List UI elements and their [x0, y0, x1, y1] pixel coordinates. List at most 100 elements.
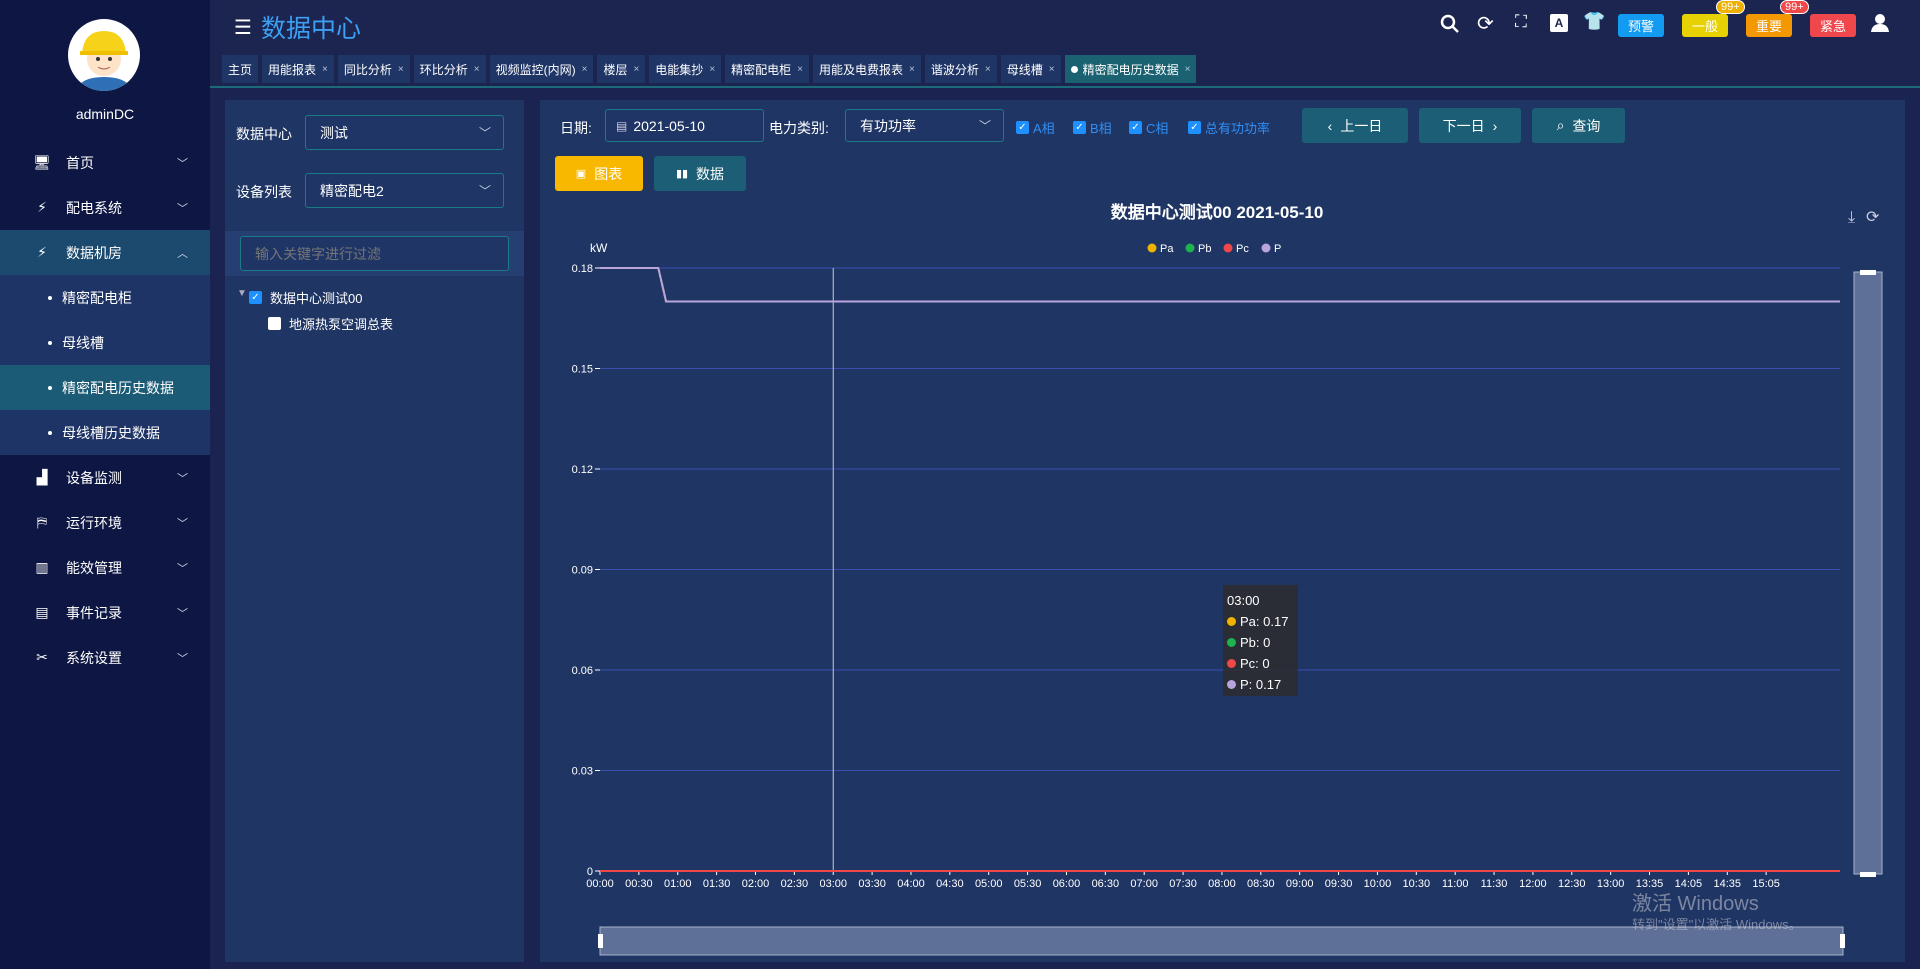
- checkbox-label: 总有功功率: [1205, 121, 1271, 136]
- checkbox-phase-c[interactable]: ✓ C相: [1129, 118, 1168, 137]
- sidebar-item[interactable]: ▤ 事件记录 ﹀: [0, 590, 210, 635]
- close-icon[interactable]: ×: [1048, 63, 1055, 75]
- x-tick-label: 01:00: [664, 878, 692, 890]
- close-icon[interactable]: ×: [633, 63, 640, 75]
- sidebar-subitem[interactable]: 精密配电柜: [0, 275, 210, 320]
- sidebar-item-label: 系统设置: [66, 649, 122, 666]
- x-tick-label: 07:30: [1169, 878, 1197, 890]
- tab[interactable]: 主页: [222, 55, 259, 83]
- prev-day-button[interactable]: ‹ 上一日: [1302, 108, 1408, 143]
- urgent-alarm-button[interactable]: 紧急: [1810, 14, 1856, 37]
- x-tick-label: 09:30: [1325, 878, 1353, 890]
- sidebar-item[interactable]: ⚡ 配电系统 ﹀: [0, 185, 210, 230]
- button-label: 数据: [696, 165, 725, 182]
- slider-handle[interactable]: [1860, 270, 1876, 275]
- tab[interactable]: 用能报表 ×: [262, 55, 334, 83]
- slider-handle[interactable]: [1860, 872, 1876, 877]
- y-axis-unit: kW: [590, 241, 608, 255]
- power-type-value: 有功功率: [860, 117, 916, 134]
- sidebar-item[interactable]: ⚡ 数据机房 ︿: [0, 230, 210, 275]
- sidebar-item[interactable]: ▟ 设备监测 ﹀: [0, 455, 210, 500]
- tree-expand-icon[interactable]: ▼: [237, 288, 247, 299]
- avatar[interactable]: [68, 19, 140, 91]
- horizontal-zoom-slider[interactable]: [599, 926, 1844, 956]
- close-icon[interactable]: ×: [473, 63, 480, 75]
- sidebar-subitem[interactable]: 母线槽: [0, 320, 210, 365]
- device-select[interactable]: 精密配电2 ﹀: [305, 173, 504, 208]
- menu-toggle-icon[interactable]: ☰: [234, 17, 252, 39]
- x-tick-label: 14:35: [1714, 878, 1742, 890]
- data-view-button[interactable]: ▮▮ 数据: [654, 156, 746, 191]
- vertical-zoom-slider[interactable]: [1853, 271, 1883, 875]
- tab-label: 谐波分析: [930, 62, 979, 77]
- button-label: 查询: [1572, 117, 1601, 134]
- tools-icon: ✂: [36, 649, 48, 665]
- theme-shirt-icon[interactable]: 👕: [1583, 11, 1606, 31]
- power-type-select[interactable]: 有功功率 ﹀: [845, 109, 1004, 142]
- checkbox-phase-b[interactable]: ✓ B相: [1073, 118, 1112, 137]
- translate-icon[interactable]: A: [1550, 14, 1568, 32]
- series-dot-icon: [1227, 638, 1236, 647]
- sidebar-item[interactable]: 🖥 首页 ﹀: [0, 140, 210, 185]
- tab[interactable]: 用能及电费报表 ×: [813, 55, 921, 83]
- sidebar-item[interactable]: ▥ 能效管理 ﹀: [0, 545, 210, 590]
- power-type-label: 电力类别:: [769, 120, 829, 136]
- chart-view-button[interactable]: ▣ 图表: [555, 156, 643, 191]
- close-icon[interactable]: ×: [1184, 63, 1191, 75]
- date-picker[interactable]: ▤ 2021-05-10: [605, 109, 764, 142]
- tooltip-time: 03:00: [1227, 593, 1260, 608]
- refresh-icon[interactable]: ⟳: [1477, 13, 1494, 35]
- tab[interactable]: 母线槽 ×: [1000, 55, 1061, 83]
- tab[interactable]: 精密配电柜 ×: [725, 55, 810, 83]
- tab-label: 同比分析: [343, 62, 392, 77]
- tooltip-value: Pb: 0: [1240, 635, 1271, 650]
- chart-title: 数据中心测试00 2021-05-10: [1111, 202, 1324, 222]
- legend-label: Pc: [1236, 243, 1249, 255]
- watermark-line1: 激活 Windows: [1632, 893, 1759, 915]
- close-icon[interactable]: ×: [709, 63, 716, 75]
- x-tick-label: 00:00: [586, 878, 614, 890]
- tree-node[interactable]: ✓ 数据中心测试00: [249, 288, 362, 307]
- slider-handle[interactable]: [598, 934, 603, 948]
- sidebar-item[interactable]: ✂ 系统设置 ﹀: [0, 635, 210, 680]
- important-alarm-button[interactable]: 重要: [1746, 14, 1792, 37]
- checkbox-unchecked-icon[interactable]: [268, 317, 281, 330]
- tab[interactable]: 楼层 ×: [597, 55, 646, 83]
- tab[interactable]: 同比分析 ×: [337, 55, 410, 83]
- tab[interactable]: 电能集抄 ×: [649, 55, 722, 83]
- datacenter-select[interactable]: 测试 ﹀: [305, 115, 504, 150]
- fullscreen-icon[interactable]: ⛶: [1515, 12, 1527, 31]
- sidebar-item-label: 首页: [66, 154, 94, 171]
- tab[interactable]: 精密配电历史数据 ×: [1064, 55, 1197, 83]
- tab-label: 用能及电费报表: [819, 62, 904, 77]
- x-tick-label: 06:30: [1092, 878, 1120, 890]
- checkbox-phase-a[interactable]: ✓ A相: [1016, 118, 1055, 137]
- checkbox-checked-icon[interactable]: ✓: [249, 291, 262, 304]
- power-icon: ⚡: [37, 199, 47, 215]
- close-icon[interactable]: ×: [581, 63, 588, 75]
- x-tick-label: 06:00: [1053, 878, 1081, 890]
- tab[interactable]: 环比分析 ×: [413, 55, 486, 83]
- close-icon[interactable]: ×: [322, 63, 328, 75]
- close-icon[interactable]: ×: [797, 63, 804, 75]
- normal-alarm-button[interactable]: 一般: [1682, 14, 1728, 37]
- sidebar-subitem[interactable]: 母线槽历史数据: [0, 410, 210, 455]
- slider-handle[interactable]: [1840, 934, 1845, 948]
- sidebar-subitem[interactable]: 精密配电历史数据: [0, 365, 210, 410]
- checkbox-total[interactable]: ✓ 总有功功率: [1188, 118, 1270, 137]
- warning-button[interactable]: 预警: [1618, 14, 1664, 37]
- close-icon[interactable]: ×: [397, 63, 404, 75]
- close-icon[interactable]: ×: [909, 63, 915, 75]
- tree-node[interactable]: 地源热泵空调总表: [268, 314, 393, 333]
- close-icon[interactable]: ×: [984, 63, 991, 75]
- next-day-button[interactable]: 下一日 ›: [1419, 108, 1521, 143]
- tab-label: 用能报表: [268, 62, 317, 77]
- chevron-icon: ﹀: [177, 472, 188, 485]
- tab[interactable]: 谐波分析 ×: [924, 55, 997, 83]
- query-button[interactable]: ⌕ 查询: [1532, 108, 1625, 143]
- filter-input[interactable]: [240, 236, 509, 271]
- user-icon[interactable]: [1870, 13, 1890, 33]
- search-icon[interactable]: [1440, 14, 1460, 34]
- sidebar-item[interactable]: ⛿ 运行环境 ﹀: [0, 500, 210, 545]
- tab[interactable]: 视频监控(内网) ×: [489, 55, 594, 83]
